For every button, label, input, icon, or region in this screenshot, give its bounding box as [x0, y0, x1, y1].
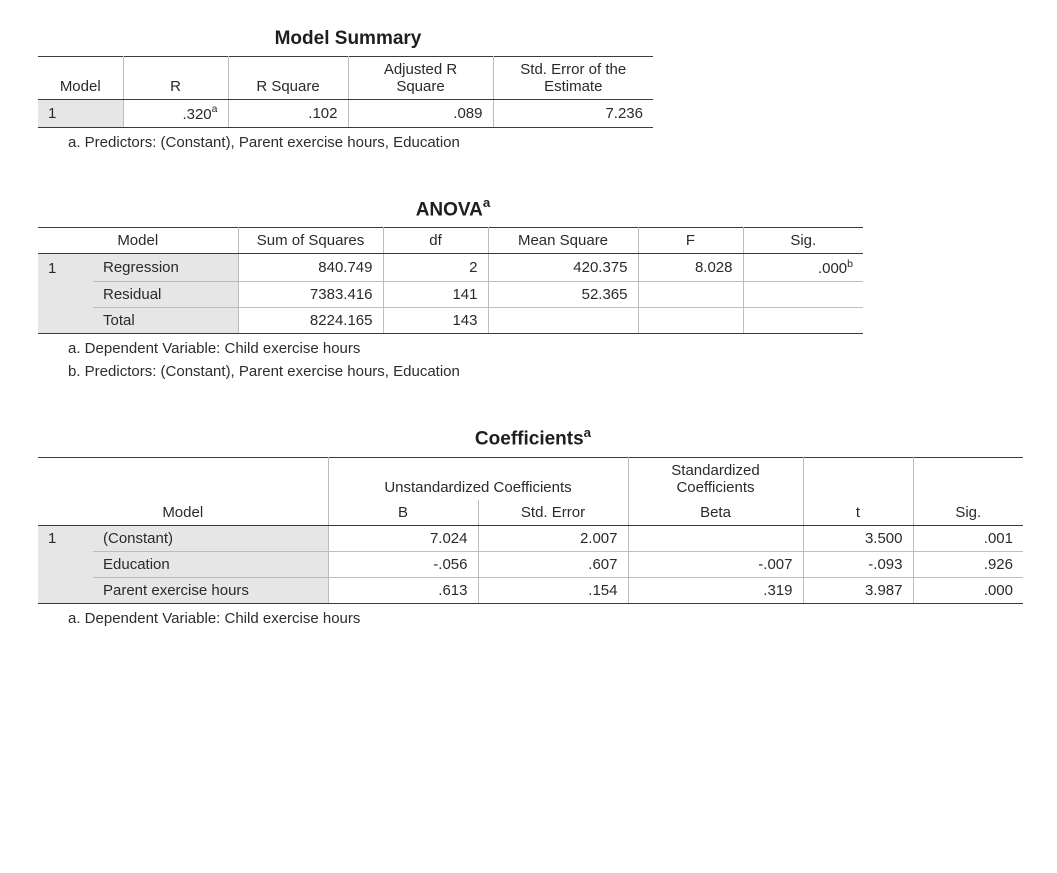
- anova-block: ANOVAa Model Sum of Squares df Mean Squa…: [38, 196, 868, 380]
- an-col-ss: Sum of Squares: [238, 228, 383, 254]
- an-col-sig: Sig.: [743, 228, 863, 254]
- model-summary-title: Model Summary: [38, 28, 658, 50]
- ms-col-rsq: R Square: [228, 57, 348, 100]
- ms-col-r: R: [123, 57, 228, 100]
- ms-r: .320a: [123, 100, 228, 128]
- co-footnote-a: a. Dependent Variable: Child exercise ho…: [38, 604, 1028, 627]
- an-df: 2: [383, 254, 488, 282]
- co-col-model: Model: [38, 457, 328, 525]
- an-source: Total: [93, 308, 238, 334]
- co-col-beta: Beta: [628, 500, 803, 526]
- ms-col-model: Model: [38, 57, 123, 100]
- an-col-f: F: [638, 228, 743, 254]
- ms-col-se: Std. Error of the Estimate: [493, 57, 653, 100]
- an-footnote-a: a. Dependent Variable: Child exercise ho…: [38, 334, 868, 357]
- anova-table: Model Sum of Squares df Mean Square F Si…: [38, 227, 863, 334]
- table-row: Education -.056 .607 -.007 -.093 .926: [38, 551, 1023, 577]
- ms-model: 1: [38, 100, 123, 128]
- an-col-model: Model: [38, 228, 238, 254]
- ms-se: 7.236: [493, 100, 653, 128]
- table-row: 1 .320a .102 .089 7.236: [38, 100, 653, 128]
- co-model: 1: [38, 525, 93, 551]
- table-row: Parent exercise hours .613 .154 .319 3.9…: [38, 577, 1023, 603]
- co-term: Education: [93, 551, 328, 577]
- an-col-ms: Mean Square: [488, 228, 638, 254]
- ms-footnote-a: a. Predictors: (Constant), Parent exerci…: [38, 128, 658, 151]
- table-row: 1 Regression 840.749 2 420.375 8.028 .00…: [38, 254, 863, 282]
- an-ss: 840.749: [238, 254, 383, 282]
- an-model: 1: [38, 254, 93, 282]
- co-term: (Constant): [93, 525, 328, 551]
- ms-adjrsq: .089: [348, 100, 493, 128]
- anova-title: ANOVAa: [38, 196, 868, 221]
- table-row: Total 8224.165 143: [38, 308, 863, 334]
- ms-col-adjrsq: Adjusted R Square: [348, 57, 493, 100]
- an-ms: 420.375: [488, 254, 638, 282]
- table-row: Residual 7383.416 141 52.365: [38, 282, 863, 308]
- coefficients-title: Coefficientsa: [38, 425, 1028, 450]
- an-source: Residual: [93, 282, 238, 308]
- co-super-std: Standardized Coefficients: [628, 457, 803, 500]
- an-col-df: df: [383, 228, 488, 254]
- coefficients-block: Coefficientsa Model Unstandardized Coeff…: [38, 425, 1028, 626]
- an-footnote-b: b. Predictors: (Constant), Parent exerci…: [38, 357, 868, 380]
- coefficients-table: Model Unstandardized Coefficients Standa…: [38, 457, 1023, 604]
- model-summary-table: Model R R Square Adjusted R Square Std. …: [38, 56, 653, 128]
- co-col-sig: Sig.: [913, 457, 1023, 525]
- co-term: Parent exercise hours: [93, 577, 328, 603]
- co-col-b: B: [328, 500, 478, 526]
- ms-rsq: .102: [228, 100, 348, 128]
- co-col-se: Std. Error: [478, 500, 628, 526]
- an-sig: .000b: [743, 254, 863, 282]
- co-col-t: t: [803, 457, 913, 525]
- table-row: 1 (Constant) 7.024 2.007 3.500 .001: [38, 525, 1023, 551]
- model-summary-block: Model Summary Model R R Square Adjusted …: [38, 28, 658, 151]
- an-f: 8.028: [638, 254, 743, 282]
- an-source: Regression: [93, 254, 238, 282]
- co-super-unstd: Unstandardized Coefficients: [328, 457, 628, 500]
